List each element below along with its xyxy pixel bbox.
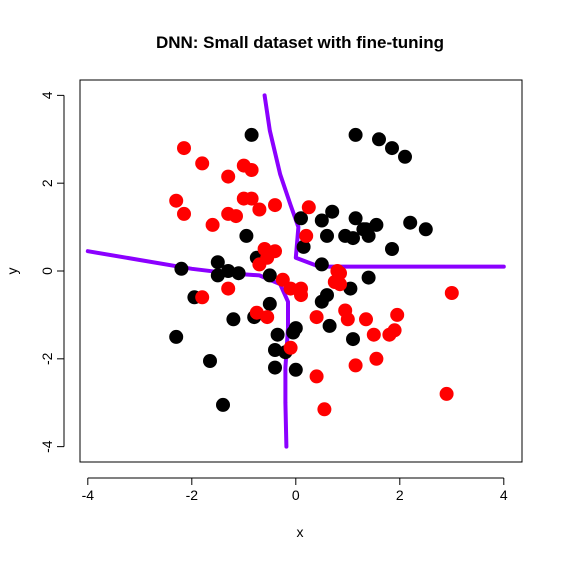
data-point [262, 296, 277, 311]
data-point [210, 255, 225, 270]
data-point [221, 281, 236, 296]
data-point [348, 358, 363, 373]
data-point [268, 198, 282, 213]
data-point [418, 222, 433, 237]
data-point [403, 215, 418, 230]
y-tick-label: 4 [39, 91, 55, 99]
data-point [361, 270, 376, 285]
data-point [372, 132, 386, 147]
data-point [340, 312, 355, 327]
data-point [346, 231, 360, 246]
data-point [195, 156, 210, 171]
data-point [385, 141, 399, 156]
data-point [252, 202, 267, 217]
x-tick-label: 0 [292, 487, 300, 503]
data-point [288, 362, 303, 377]
data-point [317, 402, 332, 417]
x-tick-label: -2 [186, 487, 199, 503]
data-point [346, 332, 360, 347]
data-point [244, 191, 259, 206]
data-point [268, 343, 282, 357]
data-point [439, 386, 454, 401]
boundary-line [262, 93, 506, 269]
data-point [314, 257, 329, 272]
data-point [244, 127, 259, 142]
data-point [390, 307, 405, 322]
y-axis-label: y [4, 268, 20, 275]
data-point [244, 163, 259, 177]
chart-title: DNN: Small dataset with fine-tuning [156, 33, 444, 52]
data-point [231, 266, 246, 281]
x-tick-label: 2 [396, 487, 404, 503]
plot-frame [79, 79, 523, 463]
x-tick-label: 4 [500, 487, 508, 503]
x-axis-label: x [297, 524, 304, 540]
boundary-line [85, 249, 290, 449]
y-tick-label: 0 [39, 267, 55, 275]
x-axis: -4 -2 0 2 4 [82, 477, 508, 503]
data-point [301, 200, 316, 215]
data-point [299, 228, 314, 243]
data-point [333, 277, 347, 292]
data-point [294, 288, 308, 303]
data-point [348, 211, 363, 226]
data-point [309, 369, 324, 384]
y-tick-label: 2 [39, 179, 55, 187]
data-point [359, 312, 373, 327]
data-point [325, 204, 340, 219]
data-point [320, 228, 334, 243]
data-point [288, 321, 303, 336]
data-point [296, 239, 311, 254]
data-point [221, 264, 236, 278]
data-point [195, 290, 210, 305]
data-point [283, 281, 298, 296]
data-point [385, 242, 399, 256]
data-point [387, 323, 402, 338]
data-point [205, 217, 220, 232]
data-point [174, 261, 189, 276]
data-point [314, 294, 329, 309]
data-point [177, 206, 191, 221]
data-point [348, 127, 363, 142]
data-point [221, 169, 236, 184]
data-point [398, 149, 412, 164]
data-point [366, 327, 381, 342]
data-point [177, 141, 191, 156]
data-point [314, 213, 329, 228]
y-tick-label: -2 [39, 352, 55, 365]
data-point [369, 351, 384, 366]
data-point [262, 268, 277, 283]
data-point [294, 211, 308, 226]
x-tick-label: -4 [82, 487, 95, 503]
y-tick-label: -4 [39, 440, 55, 453]
data-point [226, 312, 241, 327]
data-point [229, 209, 243, 224]
data-point [203, 354, 217, 368]
data-point [283, 340, 298, 355]
data-point [260, 250, 275, 265]
data-point [239, 228, 254, 243]
plot-marks [85, 93, 506, 449]
data-point [216, 397, 230, 412]
data-point [169, 193, 184, 208]
data-point [359, 222, 373, 237]
data-point [322, 318, 337, 333]
data-point [260, 310, 275, 325]
y-axis: -4 -2 0 2 4 [39, 91, 65, 453]
data-point [169, 329, 184, 344]
data-point [309, 310, 324, 325]
data-point [444, 286, 459, 300]
data-point [268, 360, 282, 375]
data-point [270, 327, 285, 342]
